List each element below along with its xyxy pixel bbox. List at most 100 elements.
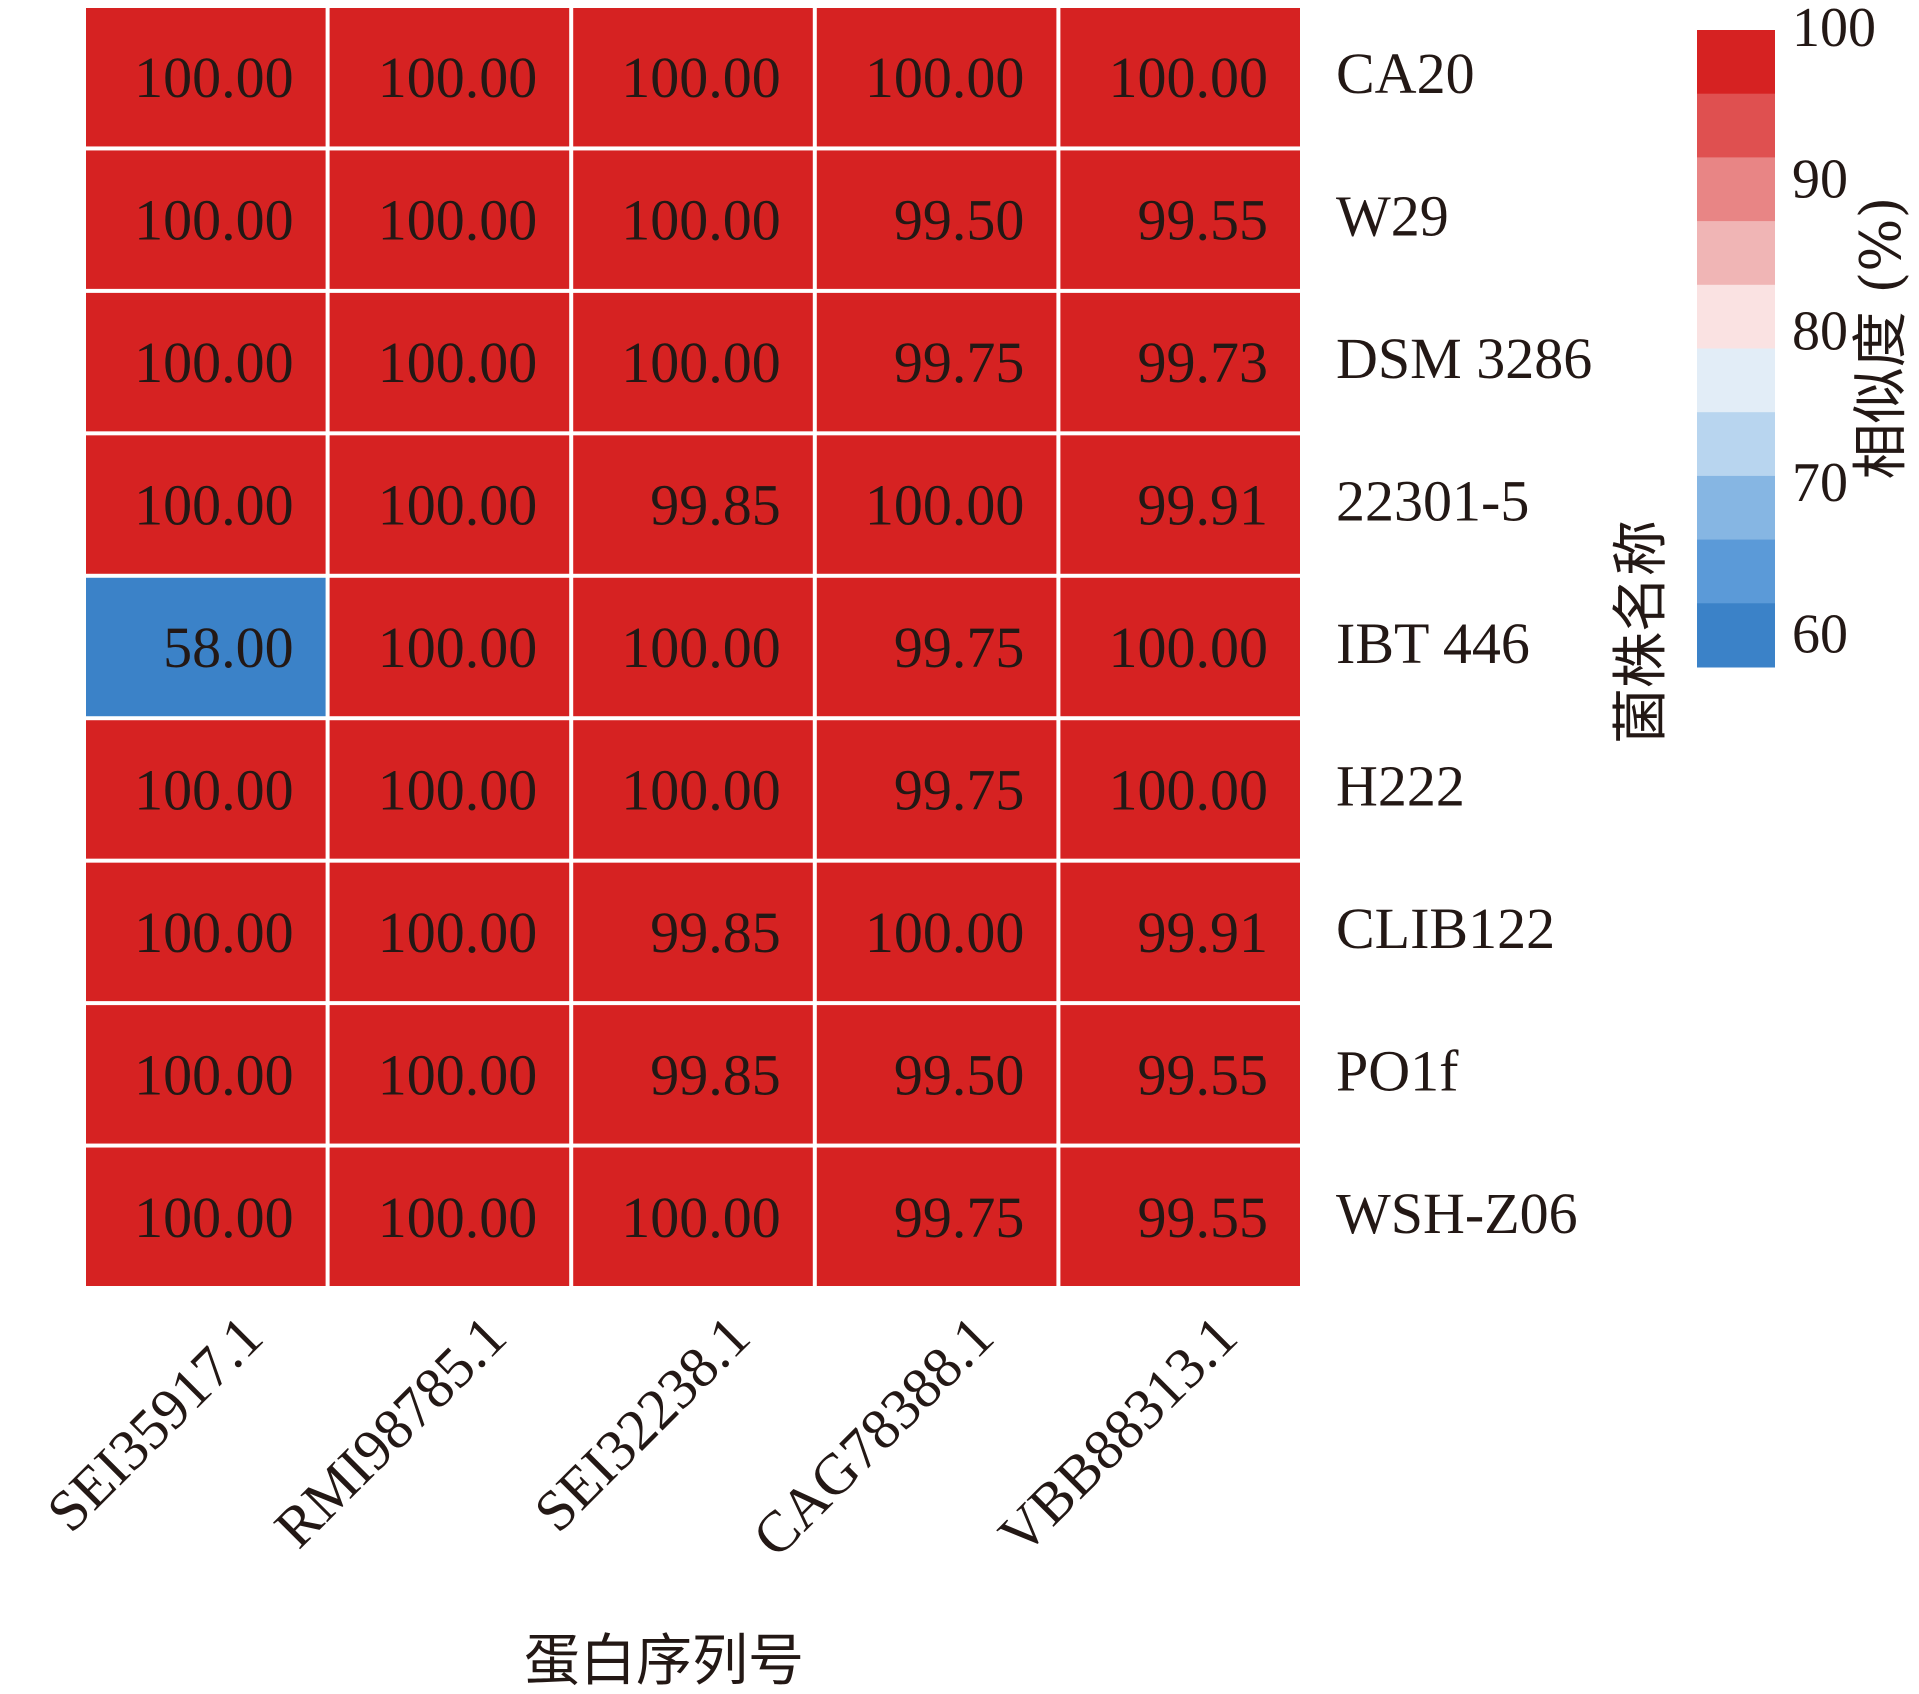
cell-value-label: 100.00: [378, 615, 538, 680]
heatmap-cell: [1060, 1147, 1300, 1286]
column-label: SEI35917.1: [34, 1303, 275, 1544]
cell-value-label: 100.00: [865, 473, 1025, 538]
cell-value-label: 100.00: [134, 330, 294, 395]
colorbar-title: 相似度 (%): [1849, 197, 1914, 480]
colorbar-band: [1697, 157, 1775, 222]
heatmap-cell: [573, 720, 813, 859]
row-label: CA20: [1336, 41, 1475, 106]
cell-value-label: 100.00: [378, 900, 538, 965]
heatmap-cell: [1060, 292, 1300, 432]
column-label: RMI98785.1: [262, 1303, 519, 1560]
cell-value-label: 100.00: [378, 473, 538, 538]
cell-value-label: 100.00: [378, 188, 538, 253]
colorbar-band: [1697, 93, 1775, 158]
row-label: CLIB122: [1336, 896, 1555, 961]
x-axis-title: 蛋白序列号: [524, 1629, 804, 1694]
cell-value-label: 100.00: [621, 45, 781, 110]
heatmap-cell: [573, 577, 813, 717]
cell-value-label: 100.00: [865, 900, 1025, 965]
cell-value-label: 99.85: [650, 473, 781, 538]
heatmap-cell: [1060, 1005, 1300, 1144]
heatmap-cell: [573, 150, 813, 289]
heatmap-cell: [816, 435, 1057, 574]
cell-value-label: 100.00: [1109, 45, 1269, 110]
row-label: DSM 3286: [1336, 326, 1592, 391]
cell-value-label: 99.55: [1138, 1042, 1269, 1107]
row-label: IBT 446: [1336, 611, 1530, 676]
cell-value-label: 99.75: [894, 615, 1025, 680]
cell-value-label: 100.00: [378, 45, 538, 110]
colorbar-tick-label: 90: [1792, 149, 1848, 211]
heatmap-cell: [86, 8, 326, 147]
row-label: PO1f: [1336, 1038, 1459, 1103]
cell-value-label: 100.00: [621, 1185, 781, 1250]
cell-value-label: 100.00: [621, 757, 781, 822]
cell-value-label: 99.85: [650, 900, 781, 965]
heatmap-cell: [329, 862, 570, 1002]
heatmap-cell: [573, 1005, 813, 1144]
heatmap-cell: [573, 1147, 813, 1286]
cell-value-label: 99.75: [894, 330, 1025, 395]
heatmap-cell: [1060, 862, 1300, 1002]
heatmap-cell: [329, 720, 570, 859]
cell-value-label: 99.55: [1138, 188, 1269, 253]
heatmap-cell: [573, 862, 813, 1002]
cell-value-label: 99.73: [1138, 330, 1269, 395]
heatmap-cell: [1060, 150, 1300, 289]
heatmap-cell: [573, 8, 813, 147]
heatmap-cell: [816, 1147, 1057, 1286]
cell-value-label: 100.00: [134, 188, 294, 253]
colorbar-band: [1697, 603, 1775, 668]
heatmap-cell: [86, 150, 326, 289]
heatmap-cell: [816, 1005, 1057, 1144]
heatmap-cell: [816, 577, 1057, 717]
heatmap-cell: [1060, 435, 1300, 574]
colorbar-band: [1697, 284, 1775, 349]
cell-value-label: 100.00: [134, 1185, 294, 1250]
cell-value-label: 99.75: [894, 757, 1025, 822]
heatmap-cell: [86, 435, 326, 574]
cell-value-label: 100.00: [378, 1042, 538, 1107]
column-label: CAG78388.1: [740, 1303, 1006, 1569]
heatmap-cell: [816, 8, 1057, 147]
colorbar-band: [1697, 539, 1775, 604]
heatmap-cell: [86, 862, 326, 1002]
heatmap-cell: [573, 292, 813, 432]
cell-value-label: 58.00: [163, 615, 294, 680]
colorbar-band: [1697, 412, 1775, 477]
cell-value-label: 100.00: [134, 473, 294, 538]
colorbar: 100 90 80 70 60: [1697, 0, 1876, 668]
cell-value-label: 99.55: [1138, 1185, 1269, 1250]
cell-value-label: 99.50: [894, 1042, 1025, 1107]
colorbar-tick-label: 70: [1792, 452, 1848, 514]
colorbar-tick-label: 100: [1792, 0, 1876, 59]
heatmap-cell: [86, 1005, 326, 1144]
cell-value-label: 99.75: [894, 1185, 1025, 1250]
cell-value-label: 100.00: [134, 900, 294, 965]
heatmap-cell: [816, 150, 1057, 289]
heatmap-cells: 100.00 100.00 100.00 100.00 100.00 100.00 100.…: [86, 8, 1300, 1286]
cell-value-label: 100.00: [621, 188, 781, 253]
colorbar-band: [1697, 348, 1775, 413]
row-label: 22301-5: [1336, 469, 1529, 534]
row-label: WSH-Z06: [1336, 1181, 1578, 1246]
column-label: SEI32238.1: [521, 1303, 762, 1544]
heatmap-cell: [1060, 577, 1300, 717]
colorbar-tick-label: 80: [1792, 300, 1848, 362]
heatmap-cell: [1060, 8, 1300, 147]
heatmap-cell: [329, 150, 570, 289]
heatmap-cell: [329, 292, 570, 432]
colorbar-band: [1697, 221, 1775, 286]
column-label: VBB88313.1: [986, 1303, 1250, 1567]
heatmap-cell: [816, 720, 1057, 859]
heatmap-cell: [329, 577, 570, 717]
heatmap-cell: [816, 292, 1057, 432]
cell-value-label: 100.00: [1109, 757, 1269, 822]
colorbar-band: [1697, 475, 1775, 541]
row-label: W29: [1336, 184, 1449, 249]
cell-value-label: 99.91: [1138, 473, 1269, 538]
heatmap-cell: [86, 1147, 326, 1286]
cell-value-label: 99.50: [894, 188, 1025, 253]
